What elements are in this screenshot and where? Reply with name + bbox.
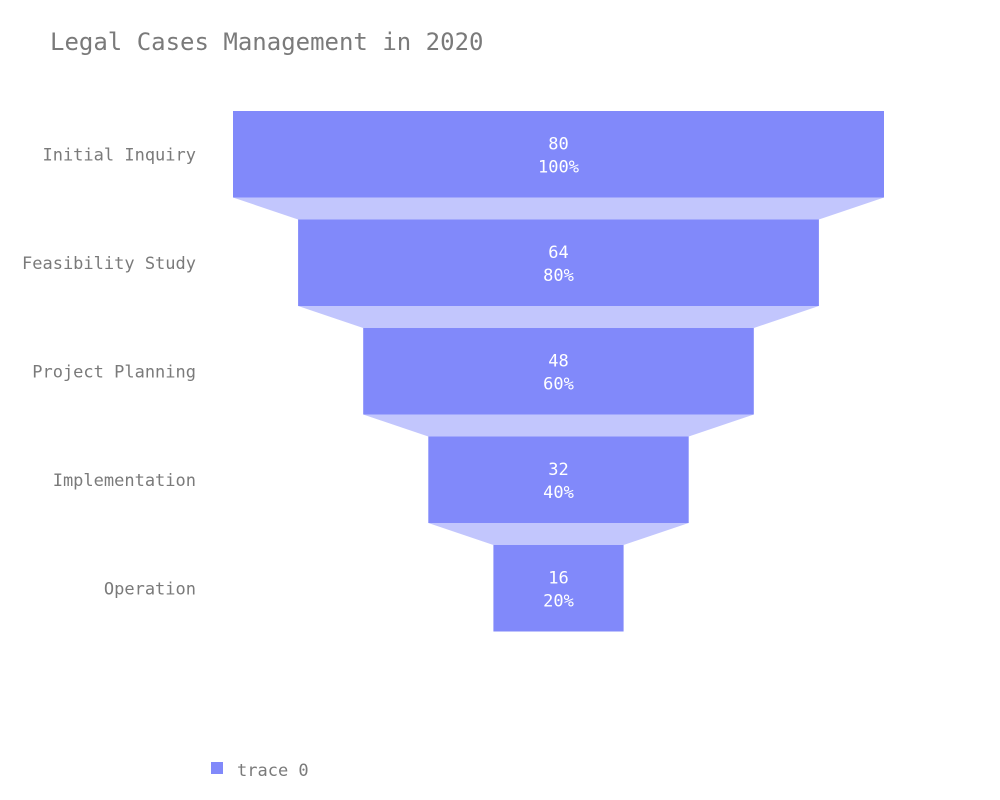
legend[interactable]: trace 0 bbox=[211, 761, 309, 781]
bar-percent-label: 40% bbox=[543, 483, 574, 503]
bar-percent-label: 100% bbox=[538, 157, 579, 177]
bar-percent-label: 20% bbox=[543, 591, 574, 611]
funnel-connector bbox=[428, 523, 689, 545]
category-label: Project Planning bbox=[32, 362, 196, 382]
funnel-bar[interactable] bbox=[428, 436, 689, 524]
bar-value-label: 16 bbox=[548, 568, 568, 588]
bar-value-label: 80 bbox=[548, 134, 568, 154]
bar-value-label: 48 bbox=[548, 351, 568, 371]
bar-value-label: 32 bbox=[548, 460, 568, 480]
funnel-bar[interactable] bbox=[493, 545, 624, 632]
funnel-bars: 80 100% 64 80% 48 60% 32 40% 16 20% bbox=[233, 111, 884, 632]
bar-value-label: 64 bbox=[548, 243, 568, 263]
funnel-bar[interactable] bbox=[298, 219, 819, 307]
bar-percent-label: 60% bbox=[543, 374, 574, 394]
bar-percent-label: 80% bbox=[543, 266, 574, 286]
funnel-connector bbox=[233, 197, 884, 220]
funnel-connector bbox=[363, 414, 754, 437]
funnel-connector bbox=[298, 306, 819, 328]
category-label: Implementation bbox=[53, 471, 196, 491]
chart-title: Legal Cases Management in 2020 bbox=[50, 28, 483, 56]
funnel-connectors bbox=[233, 197, 884, 545]
category-label: Feasibility Study bbox=[22, 254, 196, 274]
category-label: Initial Inquiry bbox=[42, 145, 196, 165]
legend-label[interactable]: trace 0 bbox=[237, 761, 309, 781]
funnel-bar[interactable] bbox=[363, 328, 754, 415]
category-label: Operation bbox=[104, 579, 196, 599]
funnel-category-labels: Initial Inquiry Feasibility Study Project … bbox=[22, 145, 196, 599]
funnel-bar[interactable] bbox=[233, 111, 884, 198]
legend-swatch[interactable] bbox=[211, 762, 223, 774]
